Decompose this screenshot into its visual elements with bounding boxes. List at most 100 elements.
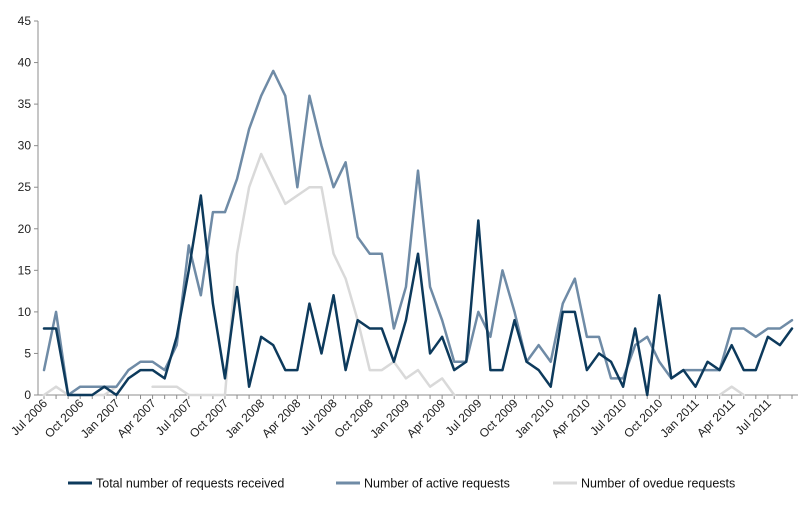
data-point	[706, 369, 709, 371]
data-point	[694, 369, 697, 371]
data-point	[344, 369, 347, 371]
data-point	[549, 385, 552, 388]
x-tick-label: Apr 2009	[404, 396, 449, 441]
data-point	[730, 327, 733, 330]
data-point	[622, 385, 624, 388]
data-point	[344, 277, 347, 280]
data-point	[320, 352, 323, 355]
x-tick-label: Jan 2011	[657, 396, 701, 440]
data-point	[658, 294, 661, 297]
data-point	[730, 344, 733, 346]
x-tick-label: Jan 2007	[78, 396, 123, 441]
data-point	[368, 369, 371, 371]
data-point	[730, 385, 733, 388]
y-tick-label: 40	[18, 56, 32, 70]
data-point	[501, 269, 504, 272]
data-point	[103, 394, 106, 396]
data-point	[296, 186, 299, 189]
data-point	[368, 252, 371, 255]
data-point	[501, 369, 504, 371]
data-point	[224, 377, 226, 380]
data-point	[332, 252, 335, 255]
data-point	[115, 385, 118, 388]
data-point	[393, 360, 395, 363]
data-point	[248, 128, 250, 130]
data-point	[742, 369, 745, 371]
data-point	[139, 360, 142, 363]
data-point	[356, 236, 359, 238]
data-point	[260, 336, 262, 338]
data-point	[682, 369, 685, 371]
data-point	[200, 294, 202, 297]
data-point	[453, 394, 455, 396]
data-point	[646, 336, 649, 338]
data-point	[151, 385, 154, 388]
data-point	[187, 394, 190, 396]
data-point	[151, 369, 154, 371]
data-point	[706, 360, 709, 363]
data-point	[405, 377, 407, 380]
data-point	[767, 327, 769, 330]
data-point	[742, 327, 745, 330]
data-point	[284, 369, 287, 371]
data-point	[224, 394, 226, 396]
data-point	[91, 394, 94, 396]
x-tick-label: Jul 2011	[733, 396, 775, 438]
data-point	[791, 327, 793, 330]
data-point	[212, 394, 214, 396]
data-point	[561, 311, 564, 313]
series-1	[42, 194, 794, 397]
data-point	[477, 311, 480, 313]
data-point	[610, 377, 612, 380]
data-point	[79, 385, 81, 388]
x-tick-label: Jan 2009	[367, 396, 412, 441]
data-point	[344, 161, 347, 164]
data-point	[646, 394, 649, 396]
x-tick-label: Apr 2010	[549, 396, 594, 441]
data-point	[718, 394, 721, 396]
data-point	[429, 286, 431, 288]
x-tick-label: Jan 2010	[512, 396, 557, 441]
x-tick-label: Apr 2011	[694, 396, 738, 440]
data-point	[67, 394, 69, 396]
data-point	[381, 369, 383, 371]
data-point	[598, 336, 600, 338]
data-point	[175, 336, 178, 338]
y-tick-label: 10	[18, 305, 32, 319]
data-point	[755, 336, 757, 338]
data-point	[332, 294, 335, 297]
data-point	[139, 369, 142, 371]
data-point	[549, 360, 552, 363]
y-tick-label: 30	[18, 139, 32, 153]
data-point	[272, 178, 275, 180]
data-point	[755, 369, 757, 371]
data-point	[163, 377, 166, 380]
legend-label: Total number of requests received	[96, 477, 284, 491]
data-point	[212, 211, 214, 213]
data-point	[296, 194, 299, 197]
data-point	[55, 385, 57, 388]
y-tick-label: 20	[18, 222, 32, 236]
data-point	[417, 369, 419, 371]
legend-item: Number of ovedue requests	[553, 477, 735, 491]
y-tick-label: 45	[18, 14, 32, 28]
data-point	[187, 269, 190, 272]
data-point	[634, 327, 636, 330]
data-point	[356, 319, 359, 322]
data-point	[236, 178, 238, 180]
data-point	[320, 186, 323, 189]
data-point	[308, 302, 311, 305]
data-point	[43, 394, 45, 396]
data-point	[477, 219, 480, 222]
data-point	[417, 169, 419, 172]
y-axis: 0 5 10 15 20 25 30 35 40 45	[18, 14, 39, 402]
data-point	[561, 302, 564, 305]
data-point	[429, 352, 431, 355]
legend: Total number of requests received Number …	[68, 477, 735, 491]
data-point	[163, 369, 166, 371]
data-point	[284, 95, 287, 97]
data-point	[574, 277, 576, 280]
y-tick-label: 5	[24, 346, 31, 360]
data-point	[308, 186, 311, 189]
data-point	[586, 369, 588, 371]
